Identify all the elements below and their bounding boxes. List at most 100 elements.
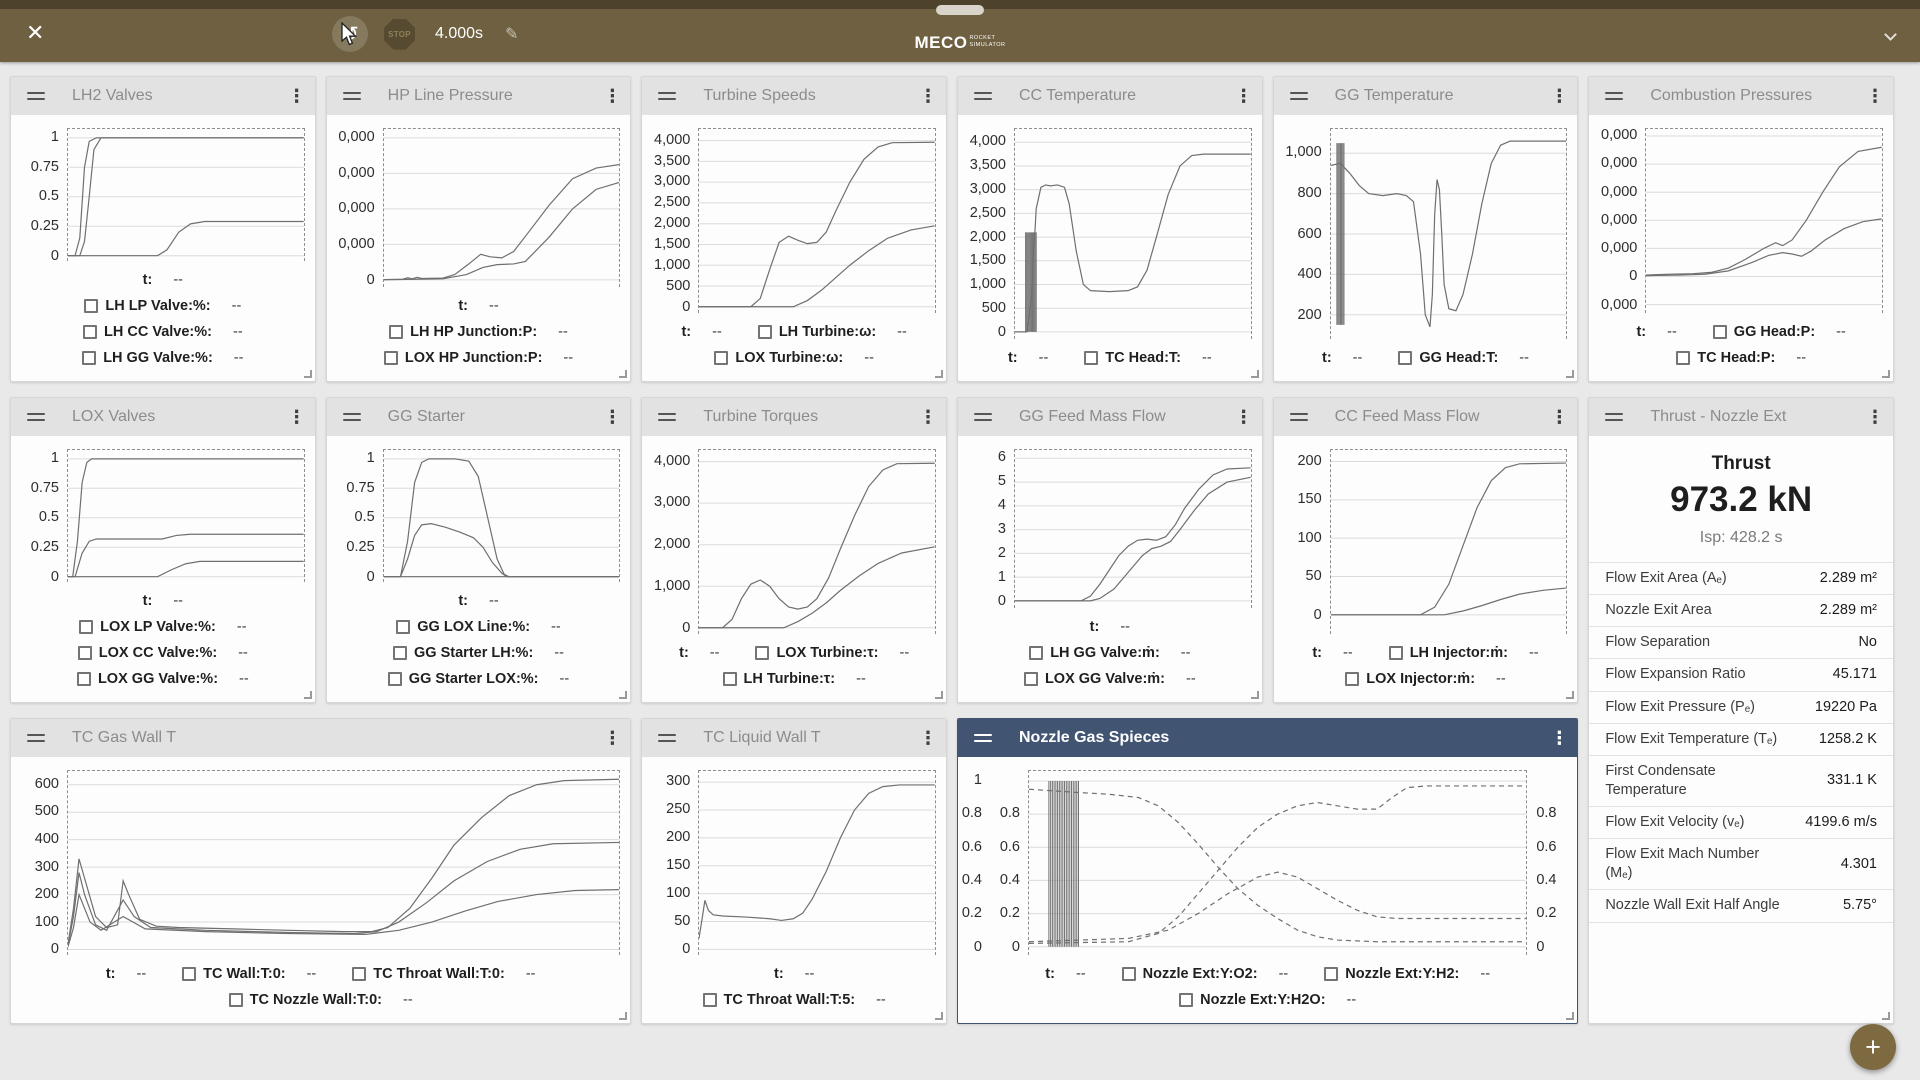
legend-value: -- — [236, 619, 247, 635]
kebab-menu-icon[interactable]: ⋮ — [287, 85, 306, 106]
resize-handle-icon[interactable] — [1566, 370, 1575, 378]
legend-checkbox[interactable] — [755, 646, 770, 660]
drag-handle-icon[interactable] — [27, 92, 45, 100]
add-panel-button[interactable]: + — [1850, 1024, 1896, 1070]
resize-handle-icon[interactable] — [1881, 370, 1890, 378]
panel-header[interactable]: Combustion Pressures ⋮ — [1589, 77, 1893, 115]
legend-checkbox[interactable] — [1676, 351, 1691, 365]
resize-handle-icon[interactable] — [303, 370, 312, 378]
panel-header[interactable]: GG Starter ⋮ — [326, 398, 631, 436]
panel-header[interactable]: Thrust - Nozzle Ext ⋮ — [1589, 398, 1893, 436]
legend-checkbox[interactable] — [1345, 672, 1360, 686]
drag-handle-icon[interactable] — [658, 92, 677, 100]
legend-checkbox[interactable] — [182, 967, 197, 981]
resize-handle-icon[interactable] — [619, 370, 628, 378]
legend-checkbox[interactable] — [84, 299, 99, 313]
resize-handle-icon[interactable] — [934, 1012, 943, 1020]
drag-handle-icon[interactable] — [1605, 413, 1624, 421]
drag-handle-icon[interactable] — [27, 413, 45, 421]
legend-checkbox[interactable] — [389, 325, 404, 339]
drag-handle-icon[interactable] — [658, 734, 677, 742]
panel-header[interactable]: GG Temperature ⋮ — [1273, 77, 1578, 115]
drag-handle-icon[interactable] — [27, 734, 45, 742]
drag-handle-icon[interactable] — [1289, 413, 1308, 421]
kebab-menu-icon[interactable]: ⋮ — [603, 727, 622, 748]
panel-header[interactable]: TC Liquid Wall T ⋮ — [642, 719, 946, 757]
legend-checkbox[interactable] — [387, 672, 402, 686]
legend-checkbox[interactable] — [383, 351, 398, 365]
legend-checkbox[interactable] — [1324, 967, 1339, 981]
panel-header[interactable]: Nozzle Gas Spieces ⋮ — [957, 719, 1578, 757]
panel-header[interactable]: HP Line Pressure ⋮ — [326, 77, 631, 115]
legend-checkbox[interactable] — [1398, 351, 1413, 365]
kebab-menu-icon[interactable]: ⋮ — [1550, 727, 1569, 748]
legend-checkbox[interactable] — [83, 325, 97, 339]
kebab-menu-icon[interactable]: ⋮ — [603, 406, 622, 427]
legend-checkbox[interactable] — [714, 351, 729, 365]
resize-handle-icon[interactable] — [1881, 1012, 1890, 1020]
legend-checkbox[interactable] — [702, 993, 717, 1007]
panel-header[interactable]: CC Temperature ⋮ — [957, 77, 1262, 115]
kebab-menu-icon[interactable]: ⋮ — [1234, 406, 1253, 427]
resize-handle-icon[interactable] — [934, 691, 943, 699]
panel-header[interactable]: LH2 Valves ⋮ — [11, 77, 315, 115]
drag-handle-icon[interactable] — [973, 734, 992, 742]
kebab-menu-icon[interactable]: ⋮ — [1865, 85, 1884, 106]
metric-value: 4199.6 m/s — [1805, 814, 1877, 830]
legend-checkbox[interactable] — [82, 351, 97, 365]
resize-handle-icon[interactable] — [1566, 691, 1575, 699]
panel-header[interactable]: Turbine Speeds ⋮ — [642, 77, 946, 115]
legend-checkbox[interactable] — [228, 993, 243, 1007]
legend-checkbox[interactable] — [393, 646, 408, 660]
stop-button[interactable]: STOP — [384, 18, 415, 50]
y-axis: 0.8 0.6 0.4 0.2 0 — [990, 770, 1028, 955]
drag-handle-icon[interactable] — [973, 413, 992, 421]
resize-handle-icon[interactable] — [1250, 691, 1259, 699]
resize-handle-icon[interactable] — [303, 691, 312, 699]
resize-handle-icon[interactable] — [934, 370, 943, 378]
kebab-menu-icon[interactable]: ⋮ — [287, 406, 306, 427]
drag-handle-icon[interactable] — [342, 92, 361, 100]
legend-checkbox[interactable] — [396, 620, 411, 634]
kebab-menu-icon[interactable]: ⋮ — [918, 727, 937, 748]
drag-handle-icon[interactable] — [1605, 92, 1624, 100]
collapse-button[interactable] — [1876, 17, 1904, 45]
kebab-menu-icon[interactable]: ⋮ — [918, 406, 937, 427]
resize-handle-icon[interactable] — [619, 1012, 628, 1020]
legend-checkbox[interactable] — [722, 672, 737, 686]
legend-checkbox[interactable] — [1023, 672, 1038, 686]
kebab-menu-icon[interactable]: ⋮ — [603, 85, 622, 106]
drag-handle-icon[interactable] — [342, 413, 361, 421]
legend-checkbox[interactable] — [1084, 351, 1099, 365]
resize-handle-icon[interactable] — [1250, 370, 1259, 378]
resize-handle-icon[interactable] — [619, 691, 628, 699]
drag-handle-icon[interactable] — [658, 413, 677, 421]
drag-handle-icon[interactable] — [1289, 92, 1308, 100]
legend-checkbox[interactable] — [757, 325, 772, 339]
resize-handle-icon[interactable] — [1566, 1012, 1575, 1020]
legend-checkbox[interactable] — [79, 620, 94, 634]
kebab-menu-icon[interactable]: ⋮ — [1550, 85, 1569, 106]
logo-sub-text-1: ROCKET — [969, 35, 996, 41]
legend-value: -- — [1186, 671, 1196, 687]
close-button[interactable]: ✕ — [20, 21, 50, 45]
edit-time-button[interactable]: ✎ — [499, 23, 524, 45]
legend-checkbox[interactable] — [1179, 993, 1194, 1007]
panel-header[interactable]: CC Feed Mass Flow ⋮ — [1273, 398, 1578, 436]
panel-header[interactable]: GG Feed Mass Flow ⋮ — [957, 398, 1262, 436]
legend-checkbox[interactable] — [77, 646, 92, 660]
legend-checkbox[interactable] — [352, 967, 367, 981]
legend-checkbox[interactable] — [76, 672, 91, 686]
kebab-menu-icon[interactable]: ⋮ — [1550, 406, 1569, 427]
legend-checkbox[interactable] — [1121, 967, 1136, 981]
drag-handle-icon[interactable] — [973, 92, 992, 100]
kebab-menu-icon[interactable]: ⋮ — [1865, 406, 1884, 427]
panel-header[interactable]: TC Gas Wall T ⋮ — [11, 719, 631, 757]
kebab-menu-icon[interactable]: ⋮ — [918, 85, 937, 106]
legend-checkbox[interactable] — [1712, 325, 1727, 339]
legend-checkbox[interactable] — [1029, 646, 1044, 660]
kebab-menu-icon[interactable]: ⋮ — [1234, 85, 1253, 106]
panel-header[interactable]: Turbine Torques ⋮ — [642, 398, 946, 436]
panel-header[interactable]: LOX Valves ⋮ — [11, 398, 315, 436]
legend-checkbox[interactable] — [1388, 646, 1403, 660]
